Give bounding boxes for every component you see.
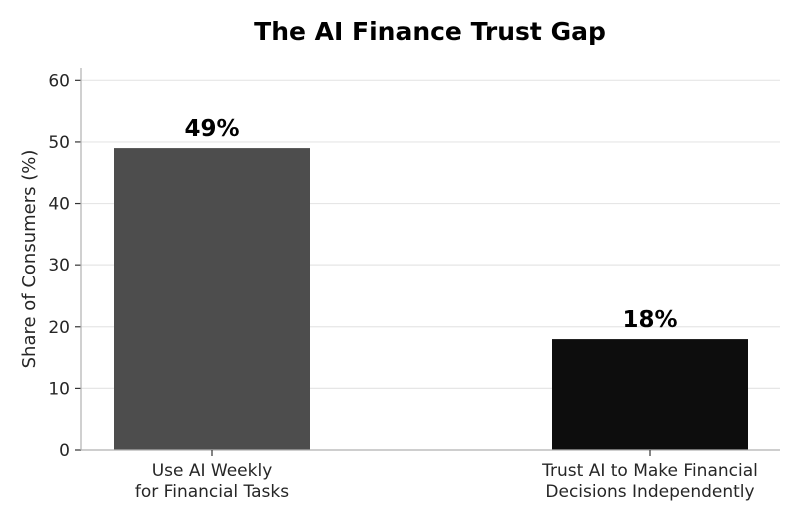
bar-data-label: 18% <box>622 307 677 333</box>
y-tick-label: 20 <box>48 318 70 338</box>
labels: 0 10 20 30 40 50 60 49% Use AI Weekly for Financi… <box>48 71 758 502</box>
bar <box>552 339 748 450</box>
y-tick-label: 30 <box>48 256 70 276</box>
y-axis-label: Share of Consumers (%) <box>19 150 40 369</box>
bars <box>114 148 748 450</box>
y-tick-label: 50 <box>48 133 70 153</box>
y-tick-label: 40 <box>48 195 70 215</box>
bar <box>114 148 310 450</box>
y-tick-label: 10 <box>48 379 70 399</box>
x-category-label: Use AI Weekly for Financial Tasks <box>135 461 289 502</box>
x-category-label: Trust AI to Make Financial Decisions Inde… <box>541 461 758 502</box>
y-tick-label: 0 <box>59 441 70 461</box>
y-tick-label: 60 <box>48 71 70 91</box>
axes <box>75 68 780 456</box>
chart-title: The AI Finance Trust Gap <box>254 17 606 46</box>
bar-data-label: 49% <box>184 116 239 142</box>
